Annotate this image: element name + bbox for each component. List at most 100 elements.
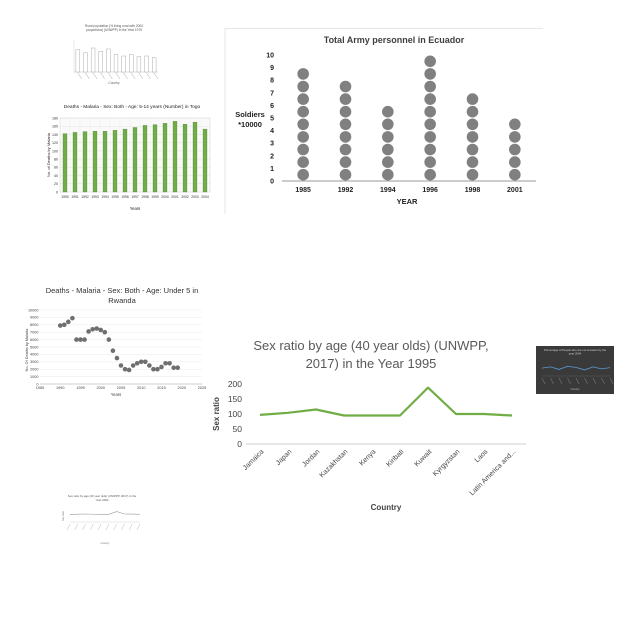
data-point <box>86 329 91 334</box>
dot-marker <box>509 168 521 181</box>
dot-marker <box>424 168 436 181</box>
dot-marker <box>382 156 394 168</box>
tick-label <box>105 523 110 531</box>
data-point <box>74 337 79 342</box>
tick-label <box>592 377 597 385</box>
dot-marker <box>297 156 309 168</box>
x-tick-label: Kiribati <box>385 448 405 468</box>
x-tick-label: 2020 <box>178 386 186 390</box>
x-tick-label: 1998 <box>465 187 481 194</box>
y-tick-label: 4 <box>270 128 274 135</box>
data-point <box>114 355 120 361</box>
dot-marker <box>339 93 352 105</box>
x-tick-label: 1992 <box>81 195 89 199</box>
x-axis-title: Years <box>130 206 141 211</box>
y-tick-label: 8000 <box>30 323 38 327</box>
ecuador-panel: Total Army personnel in Ecuador 0 1 2 3 4 5 6 7 8… <box>224 28 544 214</box>
series-line <box>69 511 141 515</box>
y-tick-label: 9 <box>270 65 274 72</box>
y-axis-title: Sex ratio <box>61 510 65 521</box>
dot-marker <box>297 105 309 118</box>
x-tick-label: Kuwait <box>414 448 434 468</box>
tick-label <box>138 72 144 80</box>
x-tick-label: 1998 <box>141 195 149 199</box>
data-point <box>151 366 156 372</box>
x-tick-label: 2000 <box>97 386 105 390</box>
x-tick-label: 1990 <box>61 195 69 199</box>
data-point <box>102 329 108 335</box>
x-tick-label: 1993 <box>91 195 99 199</box>
dot-marker <box>509 118 521 131</box>
data-point <box>110 348 116 353</box>
tick-label <box>113 523 117 531</box>
chart-title: Deaths - Malaria - Sex: Both - Age: 5-14… <box>64 104 201 110</box>
dot-marker <box>339 118 352 131</box>
y-axis-title: No. of Deaths by Malaria <box>46 132 51 177</box>
tick-label <box>82 523 86 531</box>
x-tick-label: 1991 <box>71 195 79 199</box>
dot-marker <box>339 105 352 118</box>
tick-label <box>77 72 83 80</box>
dot-marker <box>339 168 352 181</box>
x-tick-label: 2025 <box>198 386 206 390</box>
tick-label <box>97 523 102 531</box>
y-tick-label: 5 <box>270 116 274 123</box>
y-tick-label: 40 <box>54 174 58 178</box>
x-tick-label: Jamaica <box>242 448 265 471</box>
dot-marker <box>297 143 309 156</box>
y-tick-label: 8 <box>270 78 274 85</box>
tick-label <box>115 72 121 80</box>
tick-label <box>66 523 71 531</box>
dot-marker <box>297 93 309 105</box>
sex-ratio-panel: Sex ratio by age (40 year olds) (UNWPP, 2… <box>206 330 536 520</box>
bar <box>83 52 88 73</box>
x-axis-title: Country <box>100 541 110 545</box>
x-tick-label: 2004 <box>201 195 209 199</box>
dot-marker <box>424 156 436 168</box>
y-tick-label: 20 <box>54 182 58 186</box>
dot-marker <box>466 131 479 143</box>
y-tick-label: 120 <box>52 141 58 145</box>
dot-marker <box>424 105 436 118</box>
data-point <box>106 337 112 342</box>
thumb-dark-chart: Percentage of People who are not smokers… <box>536 346 614 394</box>
bar <box>98 51 103 73</box>
y-tick-label: 0 <box>36 382 38 386</box>
data-point <box>82 337 87 342</box>
thumb-bottom-left-panel: Sex ratio by age (40 year olds) (UNWPP, … <box>60 492 144 548</box>
data-point <box>130 363 136 368</box>
x-tick-label: 2003 <box>191 195 199 199</box>
tick-label <box>123 72 128 80</box>
dot-marker <box>297 168 309 181</box>
bar <box>106 48 111 73</box>
rwanda-panel: Deaths - Malaria - Sex: Both - Age: Unde… <box>22 284 212 402</box>
y-tick-label: 5000 <box>30 345 38 349</box>
tick-label <box>128 523 133 531</box>
data-point <box>175 365 180 371</box>
data-point <box>66 319 71 325</box>
dot-marker <box>297 131 309 143</box>
y-tick-label: 140 <box>52 133 58 137</box>
dot-marker <box>382 105 394 118</box>
y-tick-label: 3 <box>270 141 274 148</box>
bar <box>182 124 188 193</box>
rwanda-scatter-chart: Deaths - Malaria - Sex: Both - Age: Unde… <box>25 286 206 397</box>
x-tick-label: 1996 <box>121 195 129 199</box>
dot-marker <box>509 143 521 156</box>
data-point <box>134 360 140 366</box>
bar <box>72 132 78 193</box>
dot-marker <box>424 80 436 93</box>
chart-title: Sex ratio by age (40 year olds) (UNWPP, 2… <box>253 338 488 371</box>
y-tick-label: 60 <box>54 166 58 170</box>
thumb-background <box>536 346 614 394</box>
tick-label <box>567 377 571 385</box>
dot-marker <box>339 80 352 93</box>
x-tick-label: 2002 <box>181 195 189 199</box>
y-tick-label: 10 <box>266 53 274 60</box>
x-axis-title: Country <box>108 81 120 85</box>
x-tick-label: 1996 <box>422 187 438 194</box>
bar <box>121 55 126 73</box>
data-point <box>98 327 104 333</box>
x-tick-label: Laos <box>474 448 490 464</box>
series-line <box>259 386 513 417</box>
